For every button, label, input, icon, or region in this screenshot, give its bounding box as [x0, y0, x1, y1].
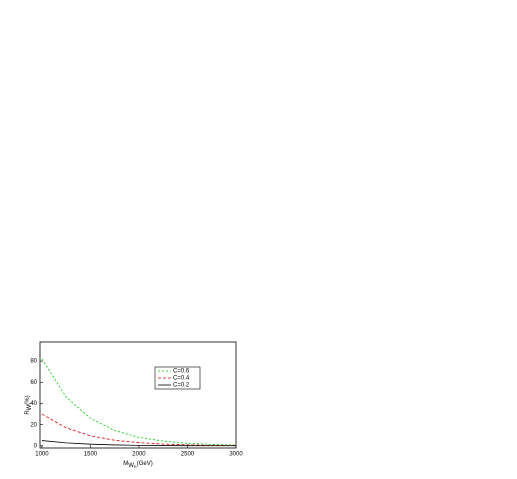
y-tick-label: 60 — [30, 380, 37, 386]
y-label-sub: W — [27, 404, 33, 410]
x-tick-label: 1000 — [35, 452, 49, 458]
legend-label: C=0.4 — [173, 376, 190, 382]
y-label-unit: (%) — [25, 395, 31, 404]
x-label-sub: W — [128, 463, 134, 469]
y-tick-label: 80 — [30, 359, 37, 365]
x-axis-label: MWR(GeV) — [123, 461, 153, 469]
x-label-subsub: R — [134, 464, 137, 469]
series-line — [41, 413, 237, 446]
x-tick-label: 2500 — [181, 452, 195, 458]
y-label-main: R — [25, 410, 31, 415]
plot-frame — [39, 341, 237, 449]
y-tick-label: 20 — [30, 422, 37, 428]
x-tick-label: 1500 — [84, 452, 98, 458]
y-tick-label: 0 — [34, 443, 38, 449]
x-tick-label: 3000 — [229, 452, 243, 458]
x-label-unit: (GeV) — [137, 461, 153, 467]
series-line — [41, 440, 236, 447]
legend-label: C=0.2 — [173, 383, 190, 389]
y-tick-label: 40 — [30, 401, 37, 407]
x-tick-label: 2000 — [132, 452, 146, 458]
series-line — [41, 358, 237, 446]
legend-box — [154, 366, 201, 390]
x-label-main: M — [123, 461, 128, 467]
y-axis-label: RW(%) — [25, 395, 33, 414]
legend-label: C=0.6 — [173, 369, 190, 375]
